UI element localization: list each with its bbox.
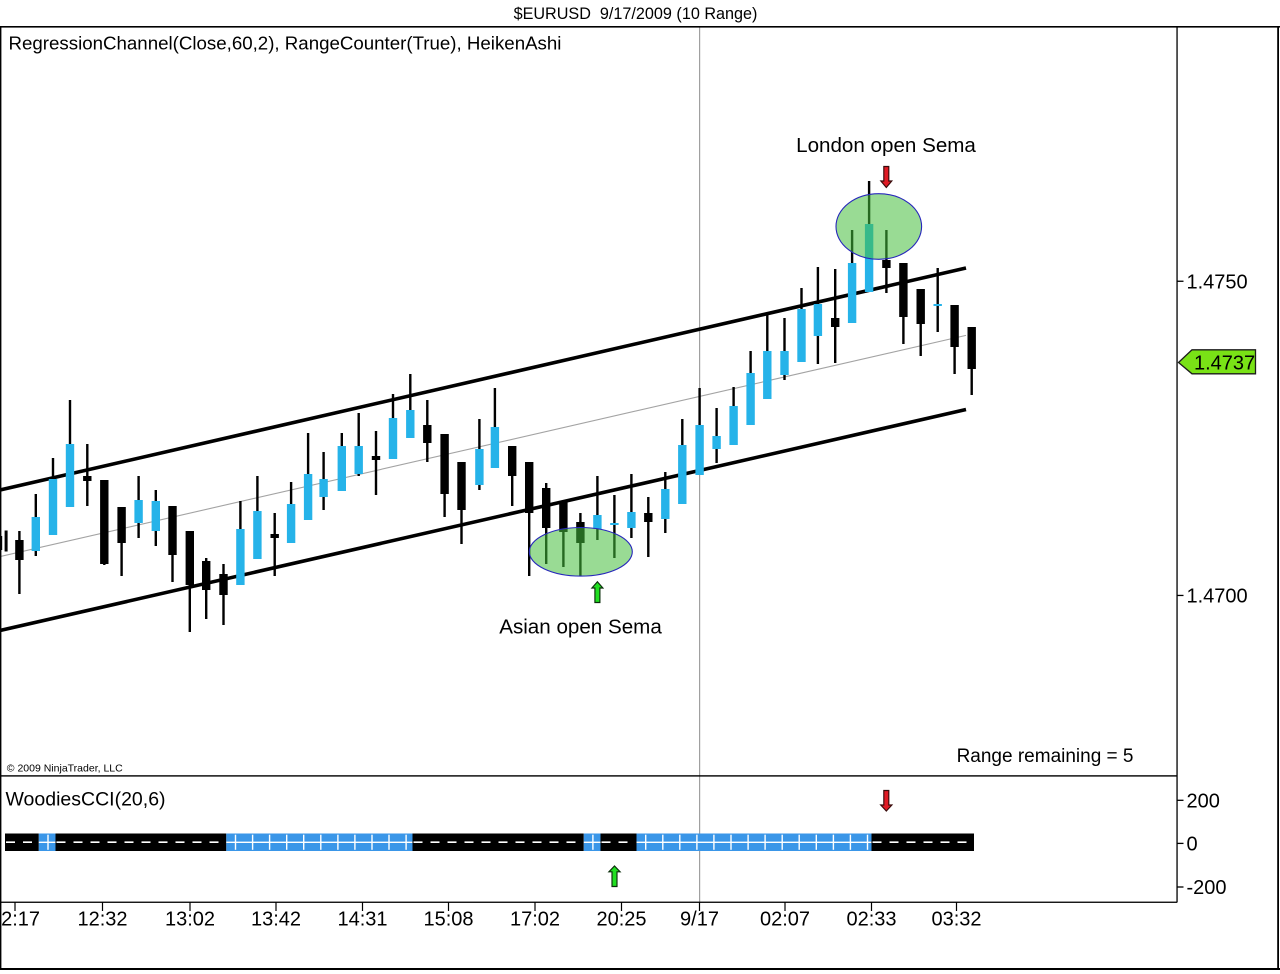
svg-text:200: 200 — [1187, 791, 1220, 813]
svg-text:12:32: 12:32 — [77, 909, 127, 931]
svg-text:1.4700: 1.4700 — [1187, 586, 1248, 608]
svg-text:9/17: 9/17 — [680, 909, 719, 931]
svg-text:London open Sema: London open Sema — [796, 134, 976, 157]
svg-text:-200: -200 — [1187, 877, 1227, 899]
svg-text:14:31: 14:31 — [337, 909, 387, 931]
svg-text:17:02: 17:02 — [510, 909, 560, 931]
svg-text:02:33: 02:33 — [846, 909, 896, 931]
svg-text:1.4737: 1.4737 — [1194, 353, 1255, 375]
svg-text:0: 0 — [1187, 834, 1198, 856]
svg-text:RegressionChannel(Close,60,2),: RegressionChannel(Close,60,2), RangeCoun… — [9, 32, 562, 53]
svg-text:03:32: 03:32 — [931, 909, 981, 931]
svg-text:$EURUSD 9/17/2009 (10 Range): $EURUSD 9/17/2009 (10 Range) — [514, 5, 758, 23]
svg-text:20:25: 20:25 — [596, 909, 646, 931]
svg-text:15:08: 15:08 — [423, 909, 473, 931]
svg-text:WoodiesCCI(20,6): WoodiesCCI(20,6) — [6, 789, 166, 811]
svg-text:1.4750: 1.4750 — [1187, 272, 1248, 294]
svg-text:13:42: 13:42 — [251, 909, 301, 931]
svg-text:12:17: 12:17 — [0, 909, 40, 931]
svg-text:13:02: 13:02 — [165, 909, 215, 931]
svg-text:© 2009 NinjaTrader, LLC: © 2009 NinjaTrader, LLC — [7, 762, 123, 774]
svg-text:02:07: 02:07 — [760, 909, 810, 931]
svg-text:Asian open Sema: Asian open Sema — [499, 616, 662, 639]
svg-text:Range remaining = 5: Range remaining = 5 — [957, 746, 1134, 767]
